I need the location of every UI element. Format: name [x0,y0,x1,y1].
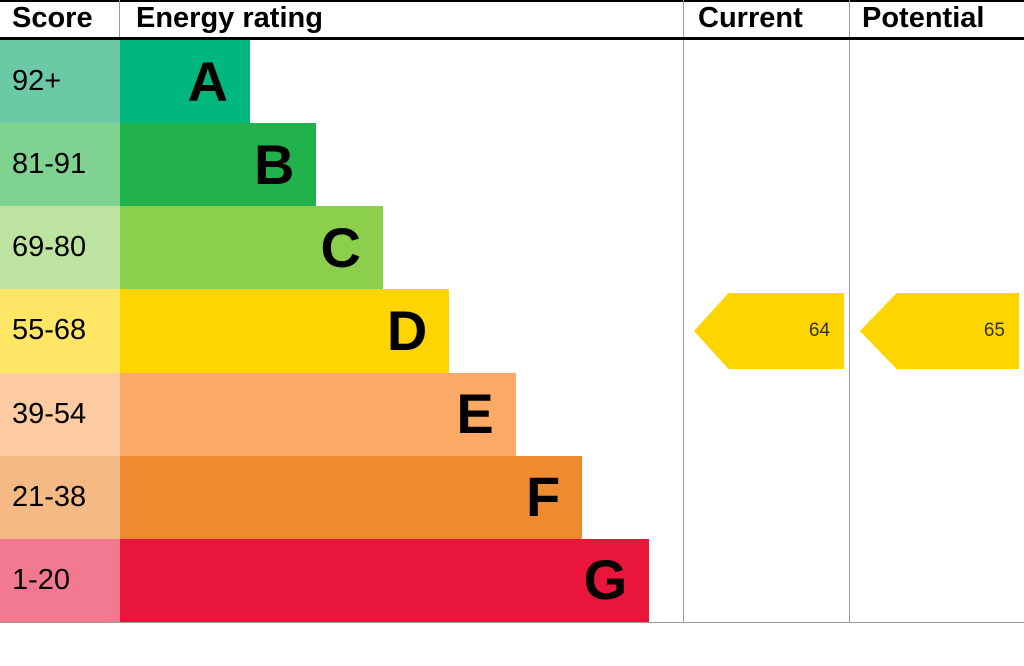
current-value: 64 [808,320,830,342]
band-row: 92+ A [0,40,683,124]
band-bar: D [120,289,450,373]
band-bar: E [120,372,516,456]
header-current: Current [698,2,803,34]
header-potential: Potential [862,2,985,34]
band-bar: F [120,455,583,539]
current-column: 64 [683,0,849,622]
band-score: 39-54 [0,372,120,456]
header-score: Score [0,0,120,37]
band-letter: E [456,382,494,446]
band-bar-area: C [120,206,683,290]
band-bar: C [120,206,383,290]
band-row: 55-68 D [0,289,683,373]
band-row: 21-38 F [0,455,683,539]
potential-column: 65 [849,0,1024,622]
current-arrow: 64 [694,293,844,370]
band-letter: F [526,465,561,529]
band-score: 1-20 [0,538,120,622]
band-letter: D [386,298,428,362]
band-score: 55-68 [0,289,120,373]
chart-header: Score Energy rating Current Potential [0,0,1024,40]
band-score: 21-38 [0,455,120,539]
band-bar-area: F [120,455,683,539]
band-bar: A [120,40,251,124]
band-bar: B [120,123,317,207]
band-bar: G [120,538,650,622]
band-row: 81-91 B [0,123,683,207]
band-row: 39-54 E [0,372,683,456]
band-row: 1-20 G [0,538,683,622]
band-row: 69-80 C [0,206,683,290]
band-bar-area: D [120,289,683,373]
band-rows: 92+ A 81-91 B 69-80 C 55-68 D [0,40,683,622]
band-bar-area: A [120,40,683,124]
band-letter: G [583,548,628,612]
band-letter: B [254,132,295,196]
header-energy-rating: Energy rating [136,2,323,34]
band-score: 69-80 [0,206,120,290]
band-letter: C [320,215,361,279]
band-letter: A [187,49,229,113]
band-score: 81-91 [0,123,120,207]
band-bar-area: E [120,372,683,456]
band-score: 92+ [0,40,120,124]
band-bar-area: B [120,123,683,207]
potential-arrow: 65 [860,293,1019,370]
band-bar-area: G [120,538,683,622]
potential-value: 65 [983,320,1005,342]
